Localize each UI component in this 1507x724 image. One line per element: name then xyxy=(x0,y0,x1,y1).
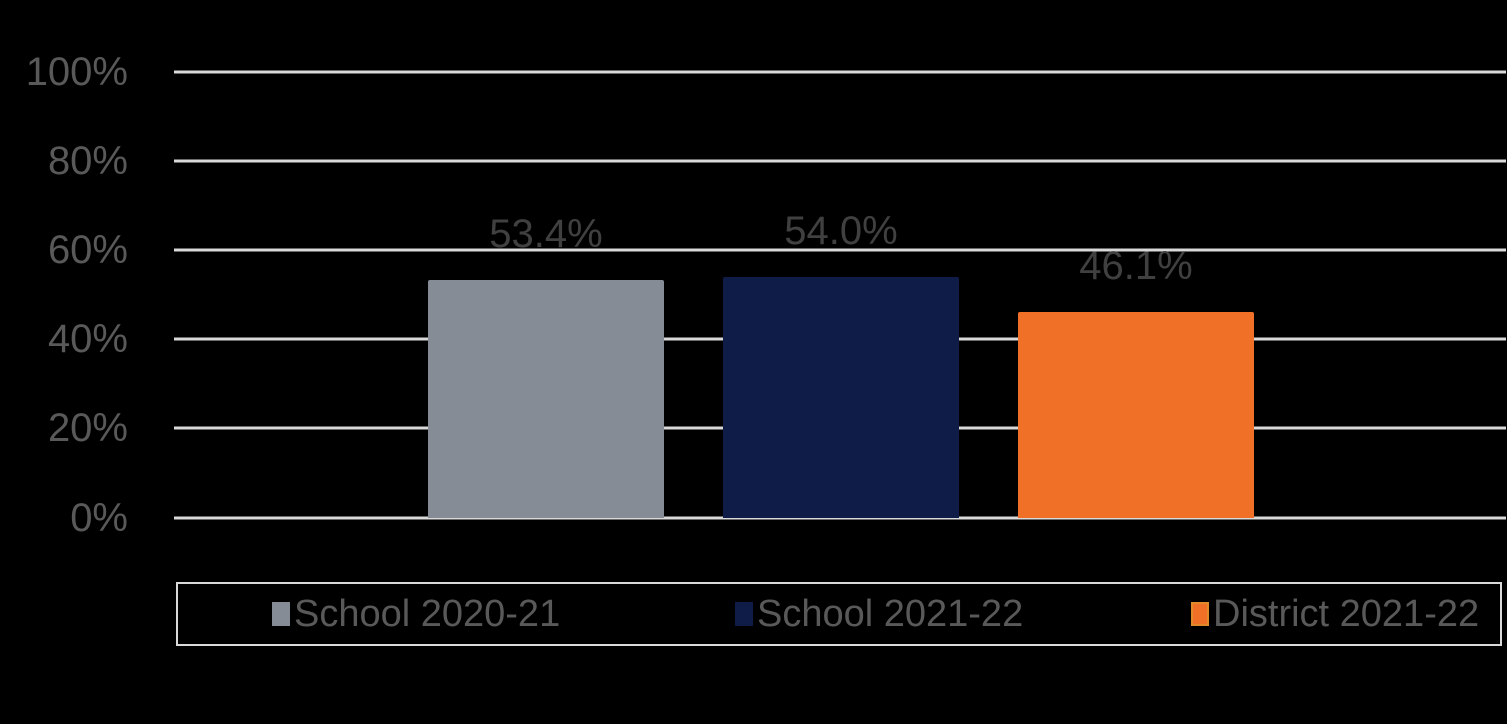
y-tick-100: 100% xyxy=(25,50,128,94)
y-tick-40: 40% xyxy=(47,317,128,361)
legend-item-school-2020-21: School 2020-21 xyxy=(272,584,560,644)
y-tick-60: 60% xyxy=(47,228,128,272)
legend: School 2020-21 School 2021-22 District 2… xyxy=(176,582,1502,646)
gridline-100 xyxy=(174,70,1506,74)
legend-swatch-icon xyxy=(1191,602,1209,626)
legend-item-school-2021-22: School 2021-22 xyxy=(735,584,1023,644)
data-label: 53.4% xyxy=(489,211,603,256)
y-tick-20: 20% xyxy=(47,406,128,450)
y-tick-0: 0% xyxy=(70,496,128,540)
legend-label: School 2020-21 xyxy=(294,593,561,635)
legend-item-district-2021-22: District 2021-22 xyxy=(1191,584,1479,644)
data-label: 54.0% xyxy=(784,209,898,254)
bar-school-2021-22 xyxy=(723,277,959,518)
bar-district-2021-22 xyxy=(1018,312,1254,518)
gridline-60 xyxy=(174,248,1506,252)
gridline-0 xyxy=(174,516,1506,520)
gridline-80 xyxy=(174,159,1506,163)
y-tick-80: 80% xyxy=(47,139,128,183)
legend-swatch-icon xyxy=(735,602,753,626)
data-label: 46.1% xyxy=(1079,244,1193,289)
legend-label: School 2021-22 xyxy=(757,593,1024,635)
legend-swatch-icon xyxy=(272,602,290,626)
legend-label: District 2021-22 xyxy=(1213,593,1480,635)
bar-school-2020-21 xyxy=(428,279,664,518)
